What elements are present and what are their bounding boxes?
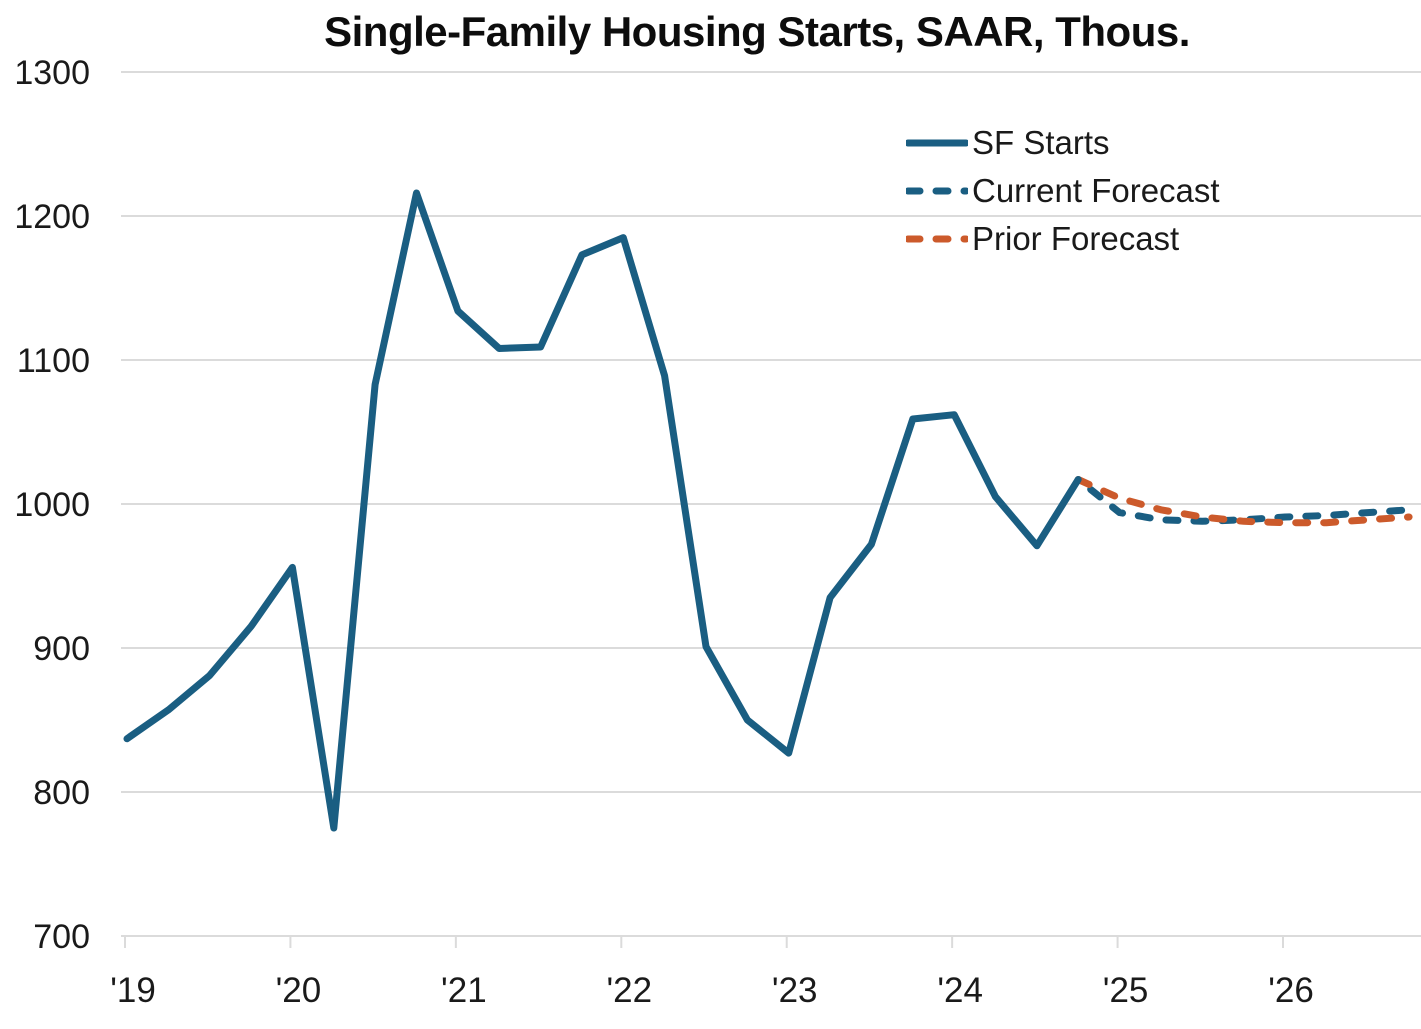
y-tick-label: 800 (33, 774, 90, 812)
prior-forecast-dashed-swatch-icon (906, 235, 968, 243)
legend-item-prior-forecast: Prior Forecast (906, 215, 1220, 263)
sf-starts-line-swatch-icon (906, 139, 968, 147)
x-tick-label: '23 (772, 971, 818, 1010)
x-tick-label: '21 (441, 971, 487, 1010)
chart-title: Single-Family Housing Starts, SAAR, Thou… (324, 8, 1190, 55)
legend-label-sf-starts: SF Starts (972, 124, 1110, 161)
y-tick-label: 700 (33, 918, 90, 956)
series-line-prior-forecast (1074, 476, 1413, 527)
x-tick-label: '19 (110, 971, 156, 1010)
x-tick-label: '25 (1103, 971, 1149, 1010)
series-line-sf-starts (123, 189, 1082, 832)
legend-item-sf-starts: SF Starts (906, 119, 1220, 167)
x-tick-label: '20 (276, 971, 322, 1010)
y-tick-label: 900 (33, 630, 90, 668)
current-forecast-dashed-swatch-icon (906, 187, 968, 195)
x-tick-label: '22 (606, 971, 652, 1010)
legend-item-current-forecast: Current Forecast (906, 167, 1220, 215)
x-tick-label: '26 (1268, 971, 1314, 1010)
legend-label-prior-forecast: Prior Forecast (972, 220, 1180, 257)
x-tick-label: '24 (937, 971, 983, 1010)
legend: SF Starts Current Forecast Prior Forecas… (906, 119, 1220, 263)
y-tick-label: 1300 (14, 54, 90, 92)
legend-label-current-forecast: Current Forecast (972, 172, 1220, 209)
y-tick-label: 1200 (14, 198, 90, 236)
y-tick-label: 1100 (17, 342, 90, 380)
y-tick-label: 1000 (14, 486, 90, 524)
